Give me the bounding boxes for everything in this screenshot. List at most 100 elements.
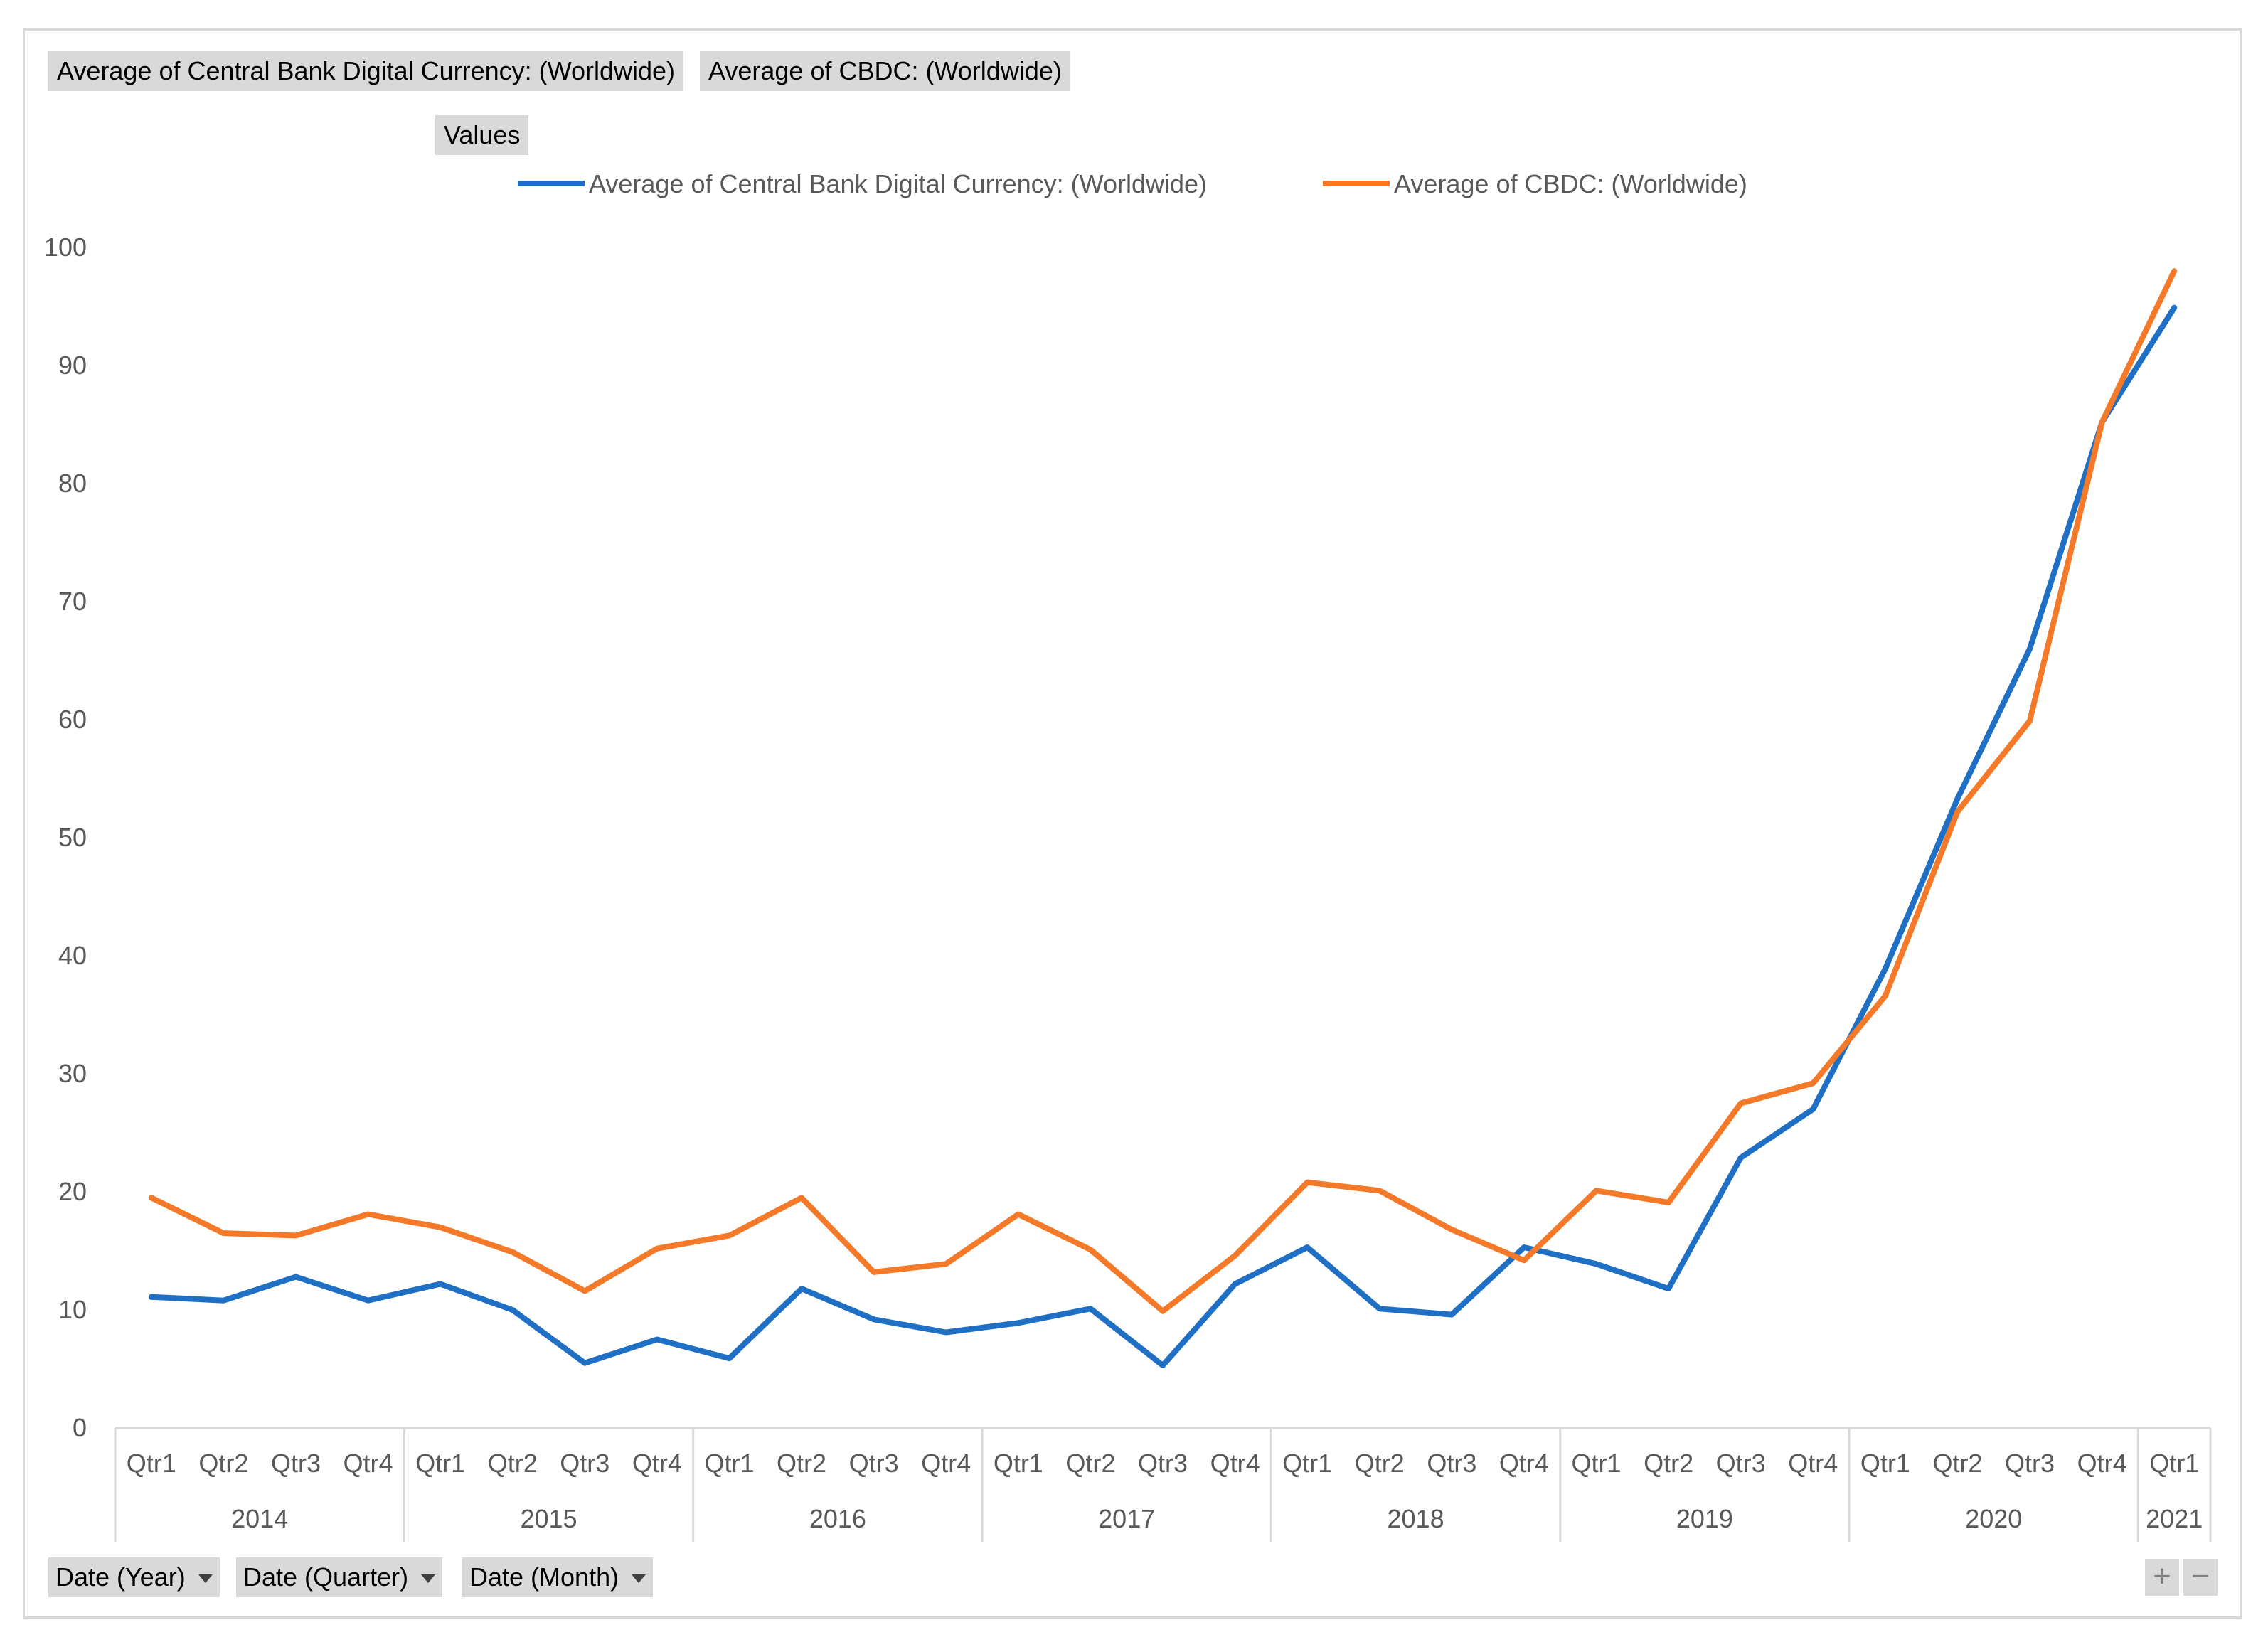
- data-point-series-1: [1304, 1244, 1310, 1250]
- data-point-series-1: [1738, 1155, 1744, 1161]
- data-point-series-2: [220, 1230, 226, 1236]
- legend-label-series-2: Average of CBDC: (Worldwide): [1394, 169, 1747, 198]
- data-point-series-2: [1954, 809, 1960, 814]
- data-point-series-2: [366, 1212, 371, 1217]
- x-tick-label-quarter: Qtr3: [1427, 1449, 1476, 1478]
- x-tick-label-quarter: Qtr2: [1065, 1449, 1115, 1478]
- data-point-series-1: [1883, 966, 1888, 971]
- x-tick-label-quarter: Qtr4: [1788, 1449, 1838, 1478]
- x-tick-label-quarter: Qtr1: [415, 1449, 465, 1478]
- x-tick-label-quarter: Qtr1: [2149, 1449, 2199, 1478]
- x-tick-label-quarter: Qtr4: [1210, 1449, 1260, 1478]
- x-tick-label-quarter: Qtr2: [1644, 1449, 1693, 1478]
- data-point-series-1: [220, 1298, 226, 1304]
- date-year-filter-button[interactable]: Date (Year): [48, 1557, 220, 1597]
- data-point-series-2: [510, 1249, 516, 1255]
- x-tick-label-year: 2014: [231, 1504, 288, 1533]
- dropdown-arrow-icon: [421, 1574, 436, 1584]
- data-point-series-2: [437, 1225, 443, 1230]
- data-point-series-2: [1594, 1188, 1599, 1193]
- x-tick-label-quarter: Qtr2: [777, 1449, 826, 1478]
- x-tick-label-quarter: Qtr1: [1572, 1449, 1622, 1478]
- y-tick-label: 30: [58, 1059, 87, 1088]
- data-point-series-1: [582, 1360, 587, 1366]
- y-tick-label: 80: [58, 469, 87, 498]
- collapse-field-button[interactable]: −: [2183, 1559, 2218, 1596]
- x-tick-label-quarter: Qtr3: [560, 1449, 609, 1478]
- series-line-2: [148, 268, 2178, 1314]
- expand-field-button[interactable]: +: [2145, 1559, 2179, 1596]
- y-tick-label: 100: [44, 233, 87, 262]
- x-tick-label-quarter: Qtr4: [344, 1449, 393, 1478]
- x-tick-label-quarter: Qtr3: [2005, 1449, 2055, 1478]
- date-quarter-filter-label: Date (Quarter): [243, 1562, 409, 1592]
- data-point-series-2: [2027, 718, 2033, 724]
- dropdown-arrow-icon: [198, 1574, 213, 1584]
- x-tick-label-quarter: Qtr3: [1716, 1449, 1766, 1478]
- data-point-series-2: [1016, 1212, 1021, 1217]
- x-tick-label-year: 2017: [1098, 1504, 1155, 1533]
- x-tick-label-quarter: Qtr4: [921, 1449, 971, 1478]
- x-tick-label-quarter: Qtr1: [1282, 1449, 1332, 1478]
- x-tick-label-quarter: Qtr3: [849, 1449, 899, 1478]
- x-tick-label-year: 2020: [1965, 1504, 2022, 1533]
- data-point-series-2: [582, 1288, 587, 1294]
- data-point-series-1: [510, 1307, 516, 1313]
- data-point-series-1: [1954, 796, 1960, 801]
- data-point-series-1: [943, 1330, 949, 1336]
- data-point-series-1: [437, 1281, 443, 1286]
- data-point-series-1: [366, 1298, 371, 1304]
- data-point-series-1: [1449, 1312, 1454, 1318]
- date-year-filter-label: Date (Year): [55, 1562, 186, 1592]
- data-point-series-2: [1087, 1247, 1093, 1252]
- value-field-button-cbdc-short[interactable]: Average of CBDC: (Worldwide): [700, 51, 1070, 91]
- y-tick-label: 70: [58, 587, 87, 616]
- data-point-series-2: [149, 1195, 154, 1200]
- data-point-series-1: [1521, 1244, 1527, 1250]
- legend-label-series-1: Average of Central Bank Digital Currency…: [589, 169, 1207, 198]
- data-point-series-1: [1377, 1306, 1383, 1311]
- data-point-series-1: [1016, 1320, 1021, 1326]
- data-point-series-2: [2171, 268, 2177, 274]
- y-tick-label: 90: [58, 351, 87, 380]
- x-tick-label-quarter: Qtr2: [488, 1449, 538, 1478]
- x-tick-label-quarter: Qtr4: [1499, 1449, 1549, 1478]
- data-point-series-1: [654, 1337, 660, 1343]
- data-point-series-2: [1449, 1227, 1454, 1232]
- data-point-series-2: [293, 1232, 299, 1238]
- data-point-series-2: [1160, 1308, 1166, 1314]
- data-point-series-1: [726, 1355, 732, 1361]
- x-tick-label-quarter: Qtr1: [994, 1449, 1043, 1478]
- data-point-series-2: [1304, 1180, 1310, 1185]
- data-point-series-1: [1160, 1363, 1166, 1368]
- data-point-series-2: [726, 1232, 732, 1238]
- values-field-button[interactable]: Values: [435, 115, 529, 155]
- y-tick-label: 60: [58, 705, 87, 734]
- data-point-series-1: [871, 1316, 877, 1322]
- data-point-series-2: [654, 1246, 660, 1252]
- data-point-series-2: [1233, 1253, 1238, 1259]
- date-quarter-filter-button[interactable]: Date (Quarter): [236, 1557, 443, 1597]
- date-month-filter-label: Date (Month): [469, 1562, 619, 1592]
- x-tick-label-quarter: Qtr1: [704, 1449, 754, 1478]
- data-point-series-2: [1666, 1200, 1671, 1205]
- data-point-series-2: [1738, 1101, 1744, 1107]
- y-tick-label: 50: [58, 823, 87, 852]
- x-tick-label-year: 2019: [1676, 1504, 1733, 1533]
- y-tick-label: 10: [58, 1295, 87, 1324]
- data-point-series-1: [1594, 1261, 1599, 1267]
- chart-series: [148, 268, 2178, 1368]
- x-tick-label-year: 2016: [809, 1504, 866, 1533]
- chart-axes: 0 10 20 30 40 50 60 70 80 90 100 Qtr1 Qtr2 Qtr3 Qtr4 Qt…: [44, 233, 2212, 1542]
- y-tick-label: 20: [58, 1177, 87, 1206]
- data-point-series-2: [1810, 1080, 1816, 1086]
- data-point-series-2: [943, 1261, 949, 1267]
- data-point-series-1: [293, 1274, 299, 1280]
- series-line-1: [148, 304, 2178, 1368]
- data-point-series-2: [1883, 993, 1888, 998]
- x-tick-label-year: 2018: [1388, 1504, 1444, 1533]
- x-tick-label-quarter: Qtr1: [127, 1449, 176, 1478]
- data-point-series-2: [871, 1269, 877, 1275]
- value-field-button-cbdc-full[interactable]: Average of Central Bank Digital Currency…: [48, 51, 684, 91]
- date-month-filter-button[interactable]: Date (Month): [462, 1557, 654, 1597]
